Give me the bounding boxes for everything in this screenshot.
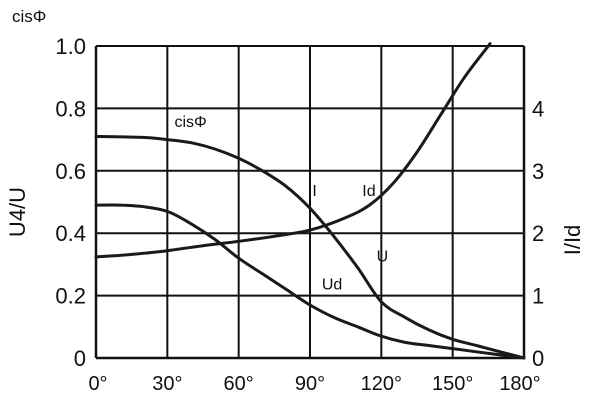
right-tick-label: 3 [532, 159, 544, 184]
x-tick-label: 30° [152, 373, 182, 395]
series-lines [94, 42, 526, 360]
x-tick-label: 0° [88, 373, 107, 395]
x-tick-label: 150° [432, 373, 473, 395]
series-line-u [94, 203, 526, 360]
left-tick-label: 0.8 [55, 96, 86, 121]
plot-frame [94, 46, 526, 360]
left-tick-label: 1.0 [55, 34, 86, 59]
x-tick-label: 120° [361, 373, 402, 395]
left-axis-title: U4/U [5, 187, 30, 237]
annotation-u: U [377, 248, 389, 265]
right-tick-label: 4 [532, 96, 544, 121]
annotation-ud: Ud [322, 276, 342, 293]
left-tick-label: 0.6 [55, 159, 86, 184]
x-tick-label: 180° [499, 373, 540, 395]
grid [96, 45, 524, 358]
right-tick-label: 0 [532, 346, 544, 371]
left-axis-ticks: 0 0.2 0.4 0.6 0.8 1.0 [55, 34, 86, 371]
right-tick-label: 1 [532, 284, 544, 309]
left-axis-corner-label: cisΦ [12, 7, 46, 26]
right-axis-title: I/Id [560, 225, 585, 256]
annotation-i: I [312, 183, 316, 200]
series-line-i [94, 42, 492, 259]
right-axis-ticks: 0 1 2 3 4 [532, 96, 544, 371]
curve-annotations: cisΦ I Id U Ud [174, 114, 388, 293]
x-axis-ticks: 0° 30° 60° 90° 120° 150° 180° [88, 373, 540, 395]
annotation-cis-: cisΦ [174, 114, 206, 131]
annotation-id: Id [362, 183, 375, 200]
right-tick-label: 2 [532, 221, 544, 246]
left-tick-label: 0.4 [55, 221, 86, 246]
left-tick-label: 0 [74, 346, 86, 371]
left-tick-label: 0.2 [55, 284, 86, 309]
x-tick-label: 60° [224, 373, 254, 395]
x-tick-label: 90° [295, 373, 325, 395]
series-line-cis- [94, 135, 526, 360]
